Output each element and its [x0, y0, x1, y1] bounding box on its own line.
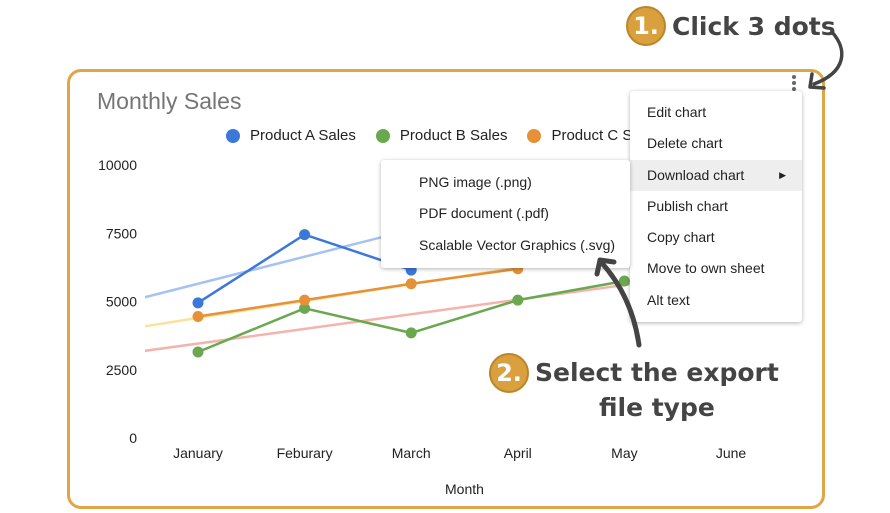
data-point[interactable]: [299, 302, 311, 314]
legend-marker: [226, 128, 240, 143]
x-axis-label: Month: [445, 481, 484, 497]
submenu-arrow-icon: ▶: [779, 169, 786, 180]
legend-item[interactable]: Product B Sales: [375, 127, 508, 144]
series-line: [197, 267, 518, 318]
more-vert-icon[interactable]: [790, 74, 798, 92]
step1-annotation: 1. Click 3 dots: [626, 6, 836, 46]
chart-legend: Product A Sales Product B Sales Product C …: [226, 127, 660, 144]
y-tick-label: 10000: [98, 157, 137, 173]
menu-item-move-to-own-sheet[interactable]: Move to own sheet: [630, 253, 802, 284]
menu-item-delete-chart[interactable]: Delete chart: [630, 128, 802, 159]
legend-label: Product B Sales: [399, 127, 508, 144]
download-submenu: PNG image (.png) PDF document (.pdf) Scala…: [381, 160, 630, 268]
menu-item-label: Download chart: [647, 166, 745, 183]
step2-text-line2: file type: [598, 393, 715, 422]
menu-item-copy-chart[interactable]: Copy chart: [630, 222, 802, 253]
legend-label: Product A Sales: [250, 127, 356, 144]
chart-menu: Edit chart Delete chart Download chart ▶ Pub…: [630, 91, 802, 323]
download-option-svg[interactable]: Scalable Vector Graphics (.svg): [419, 236, 616, 253]
x-tick-label: June: [716, 445, 747, 461]
y-tick-label: 2500: [106, 362, 137, 378]
menu-item-alt-text[interactable]: Alt text: [630, 285, 802, 316]
data-point[interactable]: [299, 229, 311, 241]
x-tick-label: March: [392, 445, 431, 461]
legend-item[interactable]: Product A Sales: [226, 127, 356, 144]
data-point[interactable]: [192, 297, 204, 309]
data-point[interactable]: [618, 275, 630, 287]
menu-item-edit-chart[interactable]: Edit chart: [630, 97, 802, 128]
y-tick-label: 0: [129, 430, 137, 446]
legend-marker: [527, 128, 542, 143]
step2-annotation: 2. Select the export file type: [489, 353, 779, 425]
menu-item-label: Delete chart: [647, 135, 723, 152]
download-option-png[interactable]: PNG image (.png): [419, 174, 532, 190]
data-point[interactable]: [192, 346, 204, 358]
menu-item-label: Alt text: [647, 291, 690, 308]
step2-text-line1: Select the export: [535, 358, 779, 387]
data-point[interactable]: [405, 278, 417, 290]
data-point[interactable]: [405, 327, 417, 339]
series-line: [197, 279, 625, 354]
menu-item-label: Edit chart: [647, 104, 707, 120]
data-point[interactable]: [512, 294, 524, 306]
download-option-pdf[interactable]: PDF document (.pdf): [419, 205, 549, 222]
menu-item-label: Move to own sheet: [647, 260, 765, 277]
menu-item-publish-chart[interactable]: Publish chart: [630, 191, 802, 222]
step1-text: Click 3 dots: [672, 11, 836, 41]
data-point[interactable]: [299, 294, 311, 306]
chart-frame-highlight: [67, 69, 825, 509]
menu-item-download-chart[interactable]: Download chart ▶: [630, 159, 802, 191]
series-line: [197, 233, 412, 304]
menu-item-label: Copy chart: [647, 229, 715, 246]
step2-badge: 2.: [489, 353, 529, 393]
x-tick-label: January: [173, 445, 223, 461]
x-tick-label: May: [611, 445, 637, 461]
x-tick-label: April: [504, 445, 532, 461]
x-tick-label: Feburary: [277, 445, 333, 461]
menu-item-label: Publish chart: [647, 197, 728, 214]
y-tick-label: 5000: [106, 294, 137, 310]
data-point[interactable]: [192, 311, 204, 323]
step1-badge: 1.: [626, 6, 666, 46]
legend-marker: [375, 128, 390, 143]
chart-title: Monthly Sales: [97, 88, 242, 114]
y-tick-label: 7500: [106, 225, 137, 241]
